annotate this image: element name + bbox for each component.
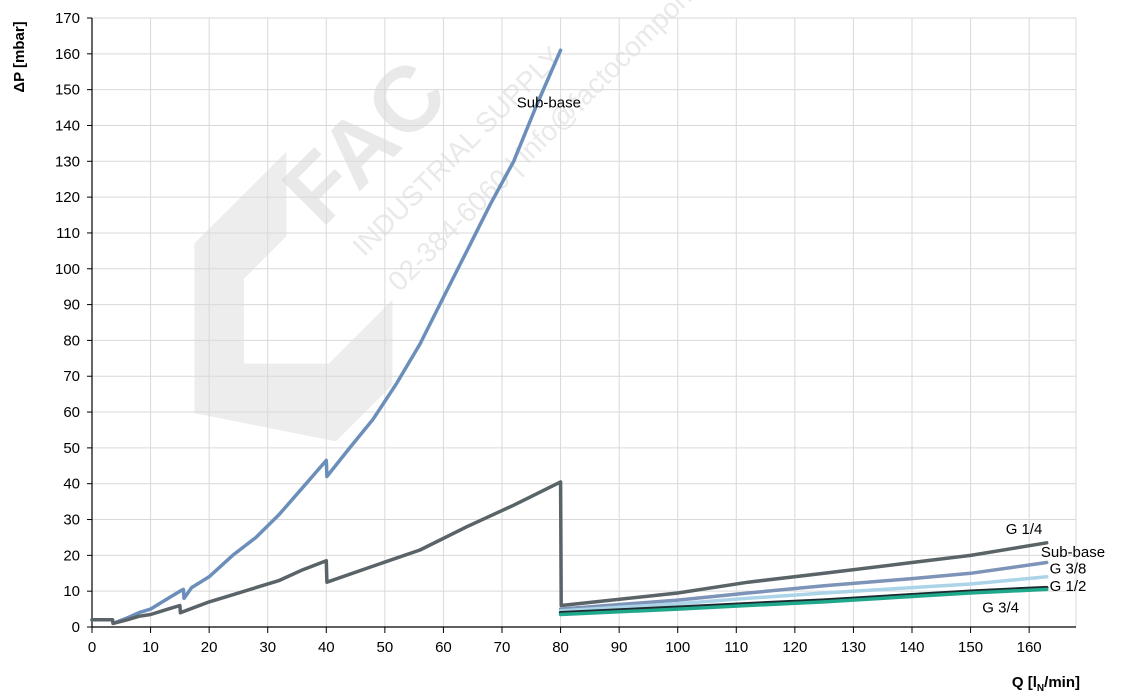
series-line-sub-base-0 bbox=[90, 48, 563, 626]
y-tick-label: 130 bbox=[55, 153, 80, 170]
y-tick-label: 100 bbox=[55, 261, 80, 278]
x-tick-label: 160 bbox=[1017, 639, 1042, 656]
x-tick-label: 70 bbox=[494, 639, 511, 656]
x-tick-label: 150 bbox=[958, 639, 983, 656]
grid bbox=[92, 17, 1077, 627]
series-label: Sub-base bbox=[517, 95, 581, 112]
axes: 0102030405060708090100110120130140150160… bbox=[55, 10, 1076, 656]
y-tick-label: 70 bbox=[63, 368, 80, 385]
watermark-logo-text: FAC bbox=[264, 41, 466, 243]
y-tick-label: 160 bbox=[55, 46, 80, 63]
watermark-logo-mark bbox=[194, 151, 393, 442]
series-line-sub-base-2 bbox=[558, 560, 1049, 611]
y-tick-label: 150 bbox=[55, 82, 80, 99]
y-tick-label: 80 bbox=[63, 332, 80, 349]
x-tick-label: 110 bbox=[724, 639, 748, 656]
x-tick-label: 90 bbox=[611, 639, 628, 656]
series-label: G 3/4 bbox=[982, 600, 1019, 617]
x-tick-label: 80 bbox=[552, 639, 569, 656]
x-tick-label: 140 bbox=[899, 639, 924, 656]
y-tick-label: 60 bbox=[63, 404, 80, 421]
series-label: Sub-base bbox=[1041, 544, 1105, 561]
y-tick-label: 120 bbox=[55, 189, 80, 206]
y-tick-label: 30 bbox=[63, 512, 80, 529]
series-line-g-1-2-4 bbox=[558, 585, 1049, 615]
x-tick-label: 30 bbox=[259, 639, 276, 656]
series-label: G 3/8 bbox=[1050, 560, 1087, 577]
series-label: G 1/4 bbox=[1006, 521, 1043, 538]
x-tick-label: 0 bbox=[88, 639, 96, 656]
series-line-g-1-4-1 bbox=[90, 480, 1049, 626]
x-tick-label: 20 bbox=[201, 639, 218, 656]
x-tick-label: 120 bbox=[782, 639, 807, 656]
y-tick-label: 50 bbox=[63, 440, 80, 457]
watermark: FAC INDUSTRIAL SUPPLY 02-384-6060 | info… bbox=[194, 0, 778, 442]
y-tick-label: 170 bbox=[55, 10, 80, 27]
x-axis-title: Q [lN/min] bbox=[1012, 674, 1080, 694]
series-lines bbox=[90, 48, 1049, 626]
y-tick-label: 140 bbox=[55, 117, 80, 134]
x-axis-title-main: Q [l bbox=[1012, 674, 1037, 691]
y-tick-label: 20 bbox=[63, 547, 80, 564]
y-tick-label: 40 bbox=[63, 476, 80, 493]
x-tick-label: 50 bbox=[377, 639, 394, 656]
x-tick-label: 60 bbox=[435, 639, 452, 656]
series-line-g-3-8-3 bbox=[558, 575, 1049, 613]
y-tick-label: 110 bbox=[56, 225, 80, 242]
x-tick-label: 100 bbox=[665, 639, 690, 656]
series-label: G 1/2 bbox=[1050, 578, 1087, 595]
x-axis-title-subscript: N bbox=[1037, 683, 1044, 694]
y-tick-label: 90 bbox=[63, 297, 80, 314]
x-tick-label: 130 bbox=[841, 639, 866, 656]
x-tick-label: 40 bbox=[318, 639, 335, 656]
y-tick-label: 10 bbox=[63, 583, 80, 600]
y-tick-label: 0 bbox=[72, 619, 80, 636]
x-tick-label: 10 bbox=[142, 639, 159, 656]
series-line-g-3-4-5 bbox=[558, 587, 1049, 617]
y-axis-title: ΔP [mbar] bbox=[11, 21, 28, 92]
x-axis-title-end: /min] bbox=[1044, 674, 1080, 691]
